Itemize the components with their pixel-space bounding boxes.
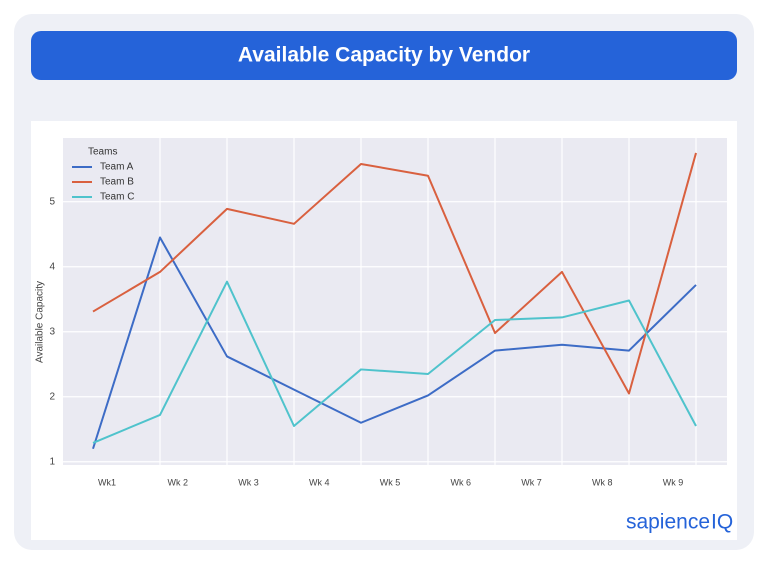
- series-line: [92, 236, 697, 450]
- legend: Teams Team A Team B Team C: [72, 147, 134, 203]
- plot-area: [63, 138, 727, 465]
- header-bar: [31, 31, 737, 80]
- legend-label: Team B: [100, 177, 134, 188]
- y-axis-label: Available Capacity: [35, 281, 46, 363]
- x-tick-label: Wk 4: [309, 477, 330, 487]
- x-tick-label: Wk 5: [380, 477, 401, 487]
- x-tick-label: Wk1: [98, 477, 116, 487]
- y-tick-label: 2: [49, 391, 55, 402]
- y-tick-label: 5: [49, 196, 55, 207]
- x-tick-label: Wk 8: [592, 477, 613, 487]
- legend-title: Teams: [88, 147, 117, 158]
- series-line: [92, 280, 697, 444]
- legend-label: Team C: [100, 192, 134, 203]
- y-tick-label: 4: [49, 261, 55, 272]
- logo-mark: IQ: [711, 511, 733, 534]
- logo-word: sapience: [626, 511, 710, 534]
- x-tick-label: Wk 6: [450, 477, 471, 487]
- x-tick-label: Wk 3: [238, 477, 259, 487]
- header-title: Available Capacity by Vendor: [238, 44, 530, 67]
- lines: [92, 152, 697, 450]
- y-tick-label: 1: [49, 456, 55, 467]
- legend-label: Team A: [100, 162, 134, 173]
- x-tick-label: Wk 7: [521, 477, 542, 487]
- x-tick-label: Wk 2: [167, 477, 188, 487]
- x-tick-label: Wk 9: [663, 477, 684, 487]
- y-tick-label: 3: [49, 326, 55, 337]
- series-line: [92, 152, 697, 395]
